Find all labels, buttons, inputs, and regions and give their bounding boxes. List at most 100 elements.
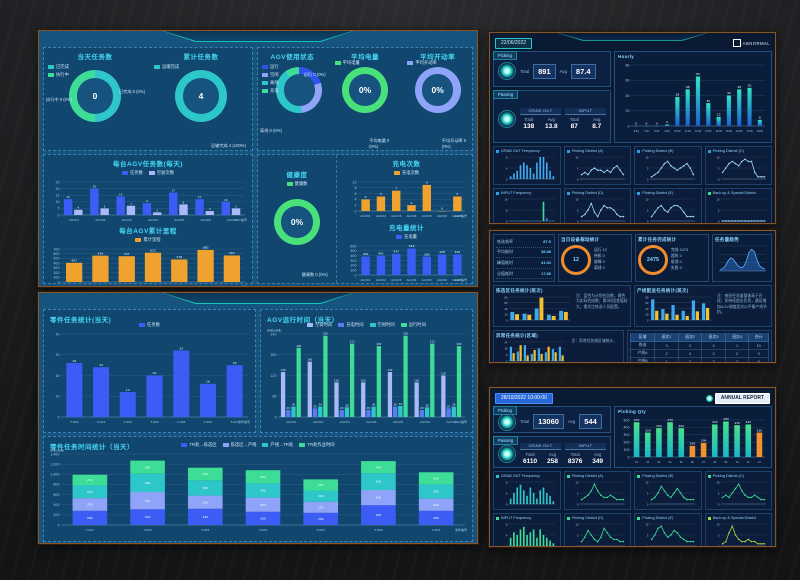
svg-text:120: 120 xyxy=(441,372,446,376)
svg-text:20: 20 xyxy=(55,374,59,378)
health-charging-box: 健康度 健康数 0% 健康数 0 (0%) 充电次数 充电次数 0 2 4 6 8 10 4… xyxy=(257,154,473,284)
chart-legend: 运输完成 xyxy=(154,64,179,70)
donut-hole: 0% xyxy=(281,206,313,238)
bar-chart-agv-daily-tasks: 0 5 10 15 20 25 12 20 14 9 17 12 10 4 5 7 2 8 3 5 AGV01 AGV02… xyxy=(48,176,248,222)
svg-text:2: 2 xyxy=(354,204,356,208)
legend-square-icon xyxy=(637,516,641,520)
gauge-line: 完成 2475 xyxy=(671,248,689,253)
mini-chart-plot: 0 5 10 xyxy=(708,154,769,183)
mini-chart-backup-special-district: Back up & Special District 0 5 10 xyxy=(704,188,772,223)
legend-item: 充电量 xyxy=(396,234,417,240)
svg-text:300: 300 xyxy=(53,266,59,270)
legend-square-icon xyxy=(707,149,711,153)
total-label: Total xyxy=(525,452,535,457)
abnormal-chart-block: 异常任务统计(区域) 0 8 16 24 注：异常任务按区域统计。 xyxy=(493,330,624,362)
abnormal-toggle[interactable]: ABNORMAL xyxy=(732,39,770,47)
svg-text:AGV编号: AGV编号 xyxy=(455,277,467,282)
svg-text:0: 0 xyxy=(506,318,508,322)
date-chip[interactable]: 22/06/2022 xyxy=(495,37,533,49)
chart-title: 平均开动率 xyxy=(420,54,456,61)
chart-title: AGV使用状态 xyxy=(270,54,315,61)
svg-text:8: 8 xyxy=(506,480,508,484)
svg-text:5: 5 xyxy=(647,208,649,212)
svg-text:548: 548 xyxy=(409,244,415,248)
svg-text:40: 40 xyxy=(625,94,629,98)
mini-chart-title: Picking District (B) xyxy=(637,148,698,154)
mini-chart-grid: GRAB OUT Frequency 0 4 8 Picking District (A… xyxy=(493,146,772,223)
svg-text:205: 205 xyxy=(457,342,462,346)
mini-chart-plot: 0 5 10 xyxy=(708,196,769,223)
legend-item: 任务数 xyxy=(139,322,160,328)
svg-text:8:00: 8:00 xyxy=(654,130,660,133)
svg-text:AGV02: AGV02 xyxy=(95,218,105,222)
svg-text:40: 40 xyxy=(727,91,731,95)
svg-text:AGV05: AGV05 xyxy=(393,420,403,424)
svg-text:0: 0 xyxy=(274,415,276,419)
svg-text:260: 260 xyxy=(260,475,266,479)
svg-text:9:00: 9:00 xyxy=(665,130,671,133)
input-group: INPUT Total 87 Avg 8.7 xyxy=(565,107,606,130)
svg-text:478: 478 xyxy=(176,255,182,259)
svg-text:65: 65 xyxy=(696,72,700,76)
mini-chart-plot: 0 5 10 xyxy=(637,479,698,508)
svg-text:零件编号: 零件编号 xyxy=(455,527,467,532)
svg-text:240: 240 xyxy=(270,332,276,336)
mini-chart-input-frequency: INPUT Frequency 0 8 16 xyxy=(493,188,561,223)
chart-legend: 充电量 xyxy=(345,234,468,240)
legend-square-icon xyxy=(637,474,641,478)
svg-text:0: 0 xyxy=(577,177,579,181)
svg-text:AGV03: AGV03 xyxy=(122,285,132,287)
svg-text:310: 310 xyxy=(145,515,151,519)
svg-text:AGV编号: AGV编号 xyxy=(455,419,467,424)
date-chip[interactable]: 28/10/2022 10:00:00 xyxy=(495,392,553,404)
legend-square-icon xyxy=(567,191,570,195)
bar-chart-charge-count: 0 2 4 6 8 10 4 5 7 2 9 0 5 AGV01 AGV02 AGV03 AGV04 AGV05 A… xyxy=(345,176,468,218)
svg-text:24: 24 xyxy=(504,340,508,344)
svg-text:T-003: T-003 xyxy=(123,420,132,424)
svg-text:38: 38 xyxy=(675,93,679,97)
svg-text:4: 4 xyxy=(365,195,367,199)
mini-chart-plot: 0 4 8 xyxy=(496,521,558,546)
svg-text:4: 4 xyxy=(506,533,508,537)
svg-text:250: 250 xyxy=(87,490,93,494)
donut-hole xyxy=(283,74,315,106)
svg-text:280: 280 xyxy=(433,516,439,520)
picking-glow-icon xyxy=(498,412,516,431)
legend-item: TR处作业时间 xyxy=(299,442,335,448)
legend-item: 拣选区→产线 xyxy=(222,442,256,448)
picking-glow-icon xyxy=(498,62,516,80)
svg-text:330: 330 xyxy=(757,428,763,432)
svg-text:24: 24 xyxy=(99,363,103,367)
passing-summary: Passing GRAB OUT Total 6110 Avg 258 INPUT … xyxy=(493,436,611,468)
avg-label: Avg xyxy=(567,419,576,424)
svg-text:210: 210 xyxy=(87,478,93,482)
bar-chart-charge-amount: 0 100 200 300 400 500 600 382 401 437 548 380 428 426… xyxy=(345,240,468,282)
svg-text:AGV01: AGV01 xyxy=(69,285,79,287)
svg-text:16: 16 xyxy=(206,380,210,384)
grab-out-total: 6110 xyxy=(523,458,538,465)
svg-text:10: 10 xyxy=(575,480,579,484)
annotation-note: 注：夜班任务量整体高于白班；如持续超出负荷，建议增加AGV调度班次以平衡产线节拍… xyxy=(717,294,767,314)
mini-chart-title: GRAB OUT Frequency xyxy=(496,473,558,479)
svg-text:AGV01: AGV01 xyxy=(286,420,296,424)
legend-item: 充电次数 xyxy=(393,170,419,176)
picking-tag: Picking xyxy=(493,51,517,60)
svg-text:190: 190 xyxy=(701,439,707,443)
svg-text:20: 20 xyxy=(625,109,629,113)
svg-text:50: 50 xyxy=(748,84,752,88)
mini-chart-title: INPUT Frequency xyxy=(496,190,558,196)
legend-item: 空闲时间 xyxy=(369,322,395,328)
svg-text:AGV02: AGV02 xyxy=(376,214,386,218)
avg-label: Avg xyxy=(593,452,602,457)
chart-legend: 已完成 执行中 xyxy=(48,64,69,78)
svg-text:10: 10 xyxy=(736,461,739,464)
svg-text:220: 220 xyxy=(318,483,324,487)
mini-chart-plot: 0 5 10 xyxy=(567,196,628,223)
picking-avg-value: 544 xyxy=(579,414,602,429)
svg-text:16: 16 xyxy=(504,347,508,351)
svg-text:AGV03: AGV03 xyxy=(122,218,132,222)
svg-text:235: 235 xyxy=(323,332,328,336)
svg-text:240: 240 xyxy=(433,476,439,480)
donut-label: 平均开动率 0 (0%) xyxy=(441,138,467,149)
annual-report-button[interactable]: ANNUAL REPORT xyxy=(714,392,770,404)
